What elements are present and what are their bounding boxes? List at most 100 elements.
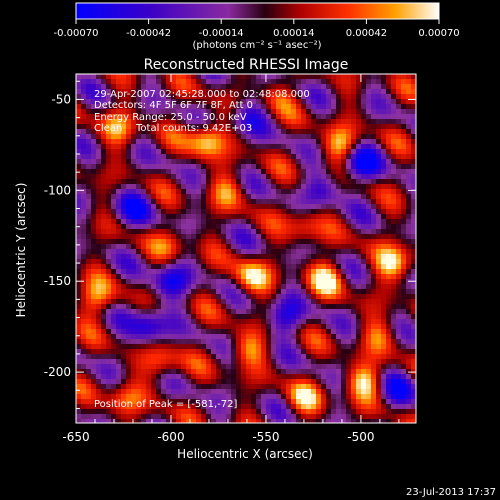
heatmap-cell	[411, 84, 416, 90]
heatmap-cell	[281, 259, 287, 265]
heatmap-cell	[101, 219, 107, 225]
heatmap-cell	[336, 364, 342, 370]
heatmap-cell	[221, 399, 227, 405]
heatmap-cell	[271, 224, 277, 230]
heatmap-cell	[221, 189, 227, 195]
heatmap-cell	[206, 359, 212, 365]
heatmap-cell	[286, 114, 292, 120]
heatmap-cell	[216, 239, 222, 245]
heatmap-cell	[136, 284, 142, 290]
heatmap-cell	[236, 404, 242, 410]
heatmap-cell	[226, 249, 232, 255]
heatmap-cell	[286, 344, 292, 350]
heatmap-cell	[386, 269, 392, 275]
heatmap-cell	[86, 204, 92, 210]
heatmap-cell	[411, 414, 416, 420]
heatmap-cell	[321, 389, 327, 395]
heatmap-cell	[381, 394, 387, 400]
heatmap-cell	[406, 319, 412, 325]
heatmap-cell	[236, 119, 242, 125]
heatmap-cell	[281, 194, 287, 200]
heatmap-cell	[341, 154, 347, 160]
heatmap-cell	[91, 209, 97, 215]
heatmap-cell	[211, 379, 217, 385]
heatmap-cell	[256, 329, 262, 335]
heatmap-cell	[116, 239, 122, 245]
heatmap-cell	[111, 119, 117, 125]
heatmap-cell	[96, 299, 102, 305]
heatmap-cell	[371, 164, 377, 170]
heatmap-cell	[376, 194, 382, 200]
heatmap-cell	[161, 179, 167, 185]
heatmap-cell	[196, 139, 202, 145]
heatmap-cell	[206, 129, 212, 135]
heatmap-cell	[311, 94, 317, 100]
heatmap-cell	[326, 419, 332, 423]
heatmap-cell	[381, 364, 387, 370]
heatmap-cell	[301, 109, 307, 115]
heatmap-cell	[281, 214, 287, 220]
heatmap-cell	[141, 374, 147, 380]
heatmap-cell	[401, 344, 407, 350]
heatmap-cell	[356, 89, 362, 95]
heatmap-cell	[76, 279, 82, 285]
heatmap-cell	[146, 169, 152, 175]
heatmap-cell	[241, 359, 247, 365]
heatmap-cell	[141, 249, 147, 255]
heatmap-cell	[231, 99, 237, 105]
heatmap-cell	[241, 119, 247, 125]
heatmap-cell	[226, 409, 232, 415]
heatmap-cell	[251, 204, 257, 210]
heatmap-cell	[246, 89, 252, 95]
heatmap-cell	[121, 394, 127, 400]
colorbar-ticks: -0.00070 -0.00042 -0.00014 0.00014 0.00042 0.…	[54, 19, 460, 39]
heatmap-cell	[326, 374, 332, 380]
heatmap-cell	[156, 259, 162, 265]
heatmap-cell	[386, 399, 392, 405]
heatmap-cell	[366, 109, 372, 115]
heatmap-cell	[321, 154, 327, 160]
heatmap-cell	[91, 234, 97, 240]
heatmap-cell	[216, 189, 222, 195]
heatmap-cell	[291, 284, 297, 290]
heatmap-cell	[386, 284, 392, 290]
heatmap-cell	[131, 299, 137, 305]
heatmap-cell	[121, 209, 127, 215]
heatmap-cell	[386, 209, 392, 215]
heatmap-cell	[101, 119, 107, 125]
heatmap-cell	[166, 284, 172, 290]
footer-timestamp: 23-Jul-2013 17:37	[406, 487, 496, 498]
heatmap-cell	[161, 174, 167, 180]
heatmap-cell	[316, 404, 322, 410]
heatmap-cell	[381, 164, 387, 170]
heatmap-cell	[171, 414, 177, 420]
heatmap-cell	[311, 374, 317, 380]
heatmap-cell	[151, 389, 157, 395]
heatmap-cell	[371, 169, 377, 175]
heatmap-cell	[146, 264, 152, 270]
heatmap-cell	[291, 274, 297, 280]
heatmap-cell	[336, 114, 342, 120]
heatmap-cell	[286, 169, 292, 175]
heatmap-cell	[161, 409, 167, 415]
heatmap-cell	[221, 124, 227, 130]
heatmap-cell	[371, 369, 377, 375]
heatmap-cell	[161, 244, 167, 250]
heatmap-cell	[81, 214, 87, 220]
heatmap-cell	[366, 379, 372, 385]
heatmap-cell	[216, 74, 222, 80]
heatmap-cell	[221, 79, 227, 85]
heatmap-cell	[81, 134, 87, 140]
heatmap-cell	[316, 324, 322, 330]
heatmap-cell	[336, 244, 342, 250]
heatmap-cell	[316, 194, 322, 200]
heatmap-cell	[191, 189, 197, 195]
heatmap-cell	[156, 224, 162, 230]
heatmap-cell	[301, 129, 307, 135]
plot-frame	[75, 73, 417, 424]
heatmap-cell	[316, 349, 322, 355]
heatmap-cell	[371, 84, 377, 90]
heatmap-cell	[326, 159, 332, 165]
heatmap-cell	[136, 394, 142, 400]
heatmap-cell	[316, 149, 322, 155]
